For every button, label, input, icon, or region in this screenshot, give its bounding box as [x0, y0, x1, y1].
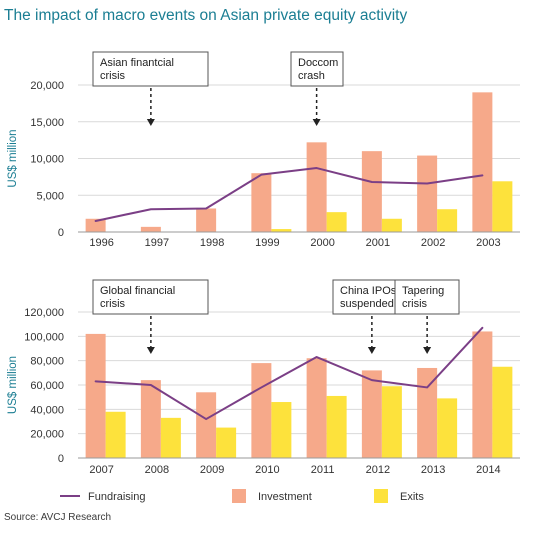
investment-bar — [417, 155, 438, 232]
investment-bar — [306, 358, 327, 458]
y-tick-label: 120,000 — [24, 307, 64, 319]
x-tick-label: 2010 — [255, 464, 279, 476]
x-tick-label: 2007 — [89, 464, 113, 476]
y-tick-label: 20,000 — [30, 429, 64, 441]
exits-bar — [381, 386, 402, 458]
legend-swatch-exits — [374, 489, 388, 503]
annotation-text: crisis — [100, 298, 126, 310]
chart-panel-2: 0 20,000 40,000 60,000 80,000 100,000 120,000 U… — [7, 279, 520, 476]
annotation-text: Asian finantcial — [100, 57, 174, 69]
annotation-box — [92, 279, 209, 315]
annotation-text: China IPOs — [340, 285, 397, 297]
x-tick-label: 1998 — [200, 237, 224, 249]
chart-panel-1: 0 5,000 10,000 15,000 20,000 US$ million 1996 1… — [7, 51, 520, 249]
y-axis-label: US$ million — [7, 356, 19, 414]
investment-bar — [251, 363, 272, 458]
investment-bar — [85, 218, 106, 232]
exits-bar — [492, 181, 513, 232]
investment-bar — [361, 370, 382, 458]
y-tick-label: 60,000 — [30, 380, 64, 392]
x-tick-label: 2001 — [366, 237, 390, 249]
y-tick-label: 0 — [58, 453, 64, 465]
annotation-text: Global financial — [100, 285, 175, 297]
fundraising-line — [94, 326, 484, 421]
exits-bar — [271, 402, 292, 458]
exits-bar — [216, 427, 237, 458]
legend-label-fundraising: Fundraising — [88, 491, 145, 503]
investment-bar — [306, 142, 327, 232]
x-tick-label: 2011 — [311, 464, 335, 476]
annotation-box — [290, 51, 344, 87]
investment-bar — [140, 380, 161, 458]
x-tick-label: 2009 — [200, 464, 224, 476]
annotation-box — [92, 51, 209, 87]
investment-bar — [140, 226, 161, 232]
investment-bar — [472, 92, 493, 232]
annotation-arrow-head — [146, 347, 155, 354]
annotation-text: crisis — [402, 298, 428, 310]
annotation-text: Doccom — [298, 57, 338, 69]
legend-label-investment: Investment — [258, 491, 312, 503]
x-tick-label: 2002 — [421, 237, 445, 249]
x-tick-label: 2000 — [310, 237, 334, 249]
x-tick-label: 2012 — [366, 464, 390, 476]
y-tick-label: 0 — [58, 227, 64, 239]
exits-bar — [437, 398, 458, 458]
x-tick-label: 2013 — [421, 464, 445, 476]
investment-bar — [251, 173, 272, 232]
fundraising-line — [94, 167, 484, 222]
annotation-text: crash — [298, 70, 325, 82]
y-tick-label: 5,000 — [36, 190, 64, 202]
investment-bar — [85, 333, 106, 458]
annotation-arrow-head — [312, 119, 321, 126]
investment-bar — [196, 392, 217, 458]
investment-bar — [196, 208, 217, 232]
annotation-text: Tapering — [402, 285, 444, 297]
y-axis-label: US$ million — [7, 129, 19, 187]
exits-bar — [381, 218, 402, 232]
legend-label-exits: Exits — [400, 491, 424, 503]
page-title: The impact of macro events on Asian priv… — [4, 7, 408, 24]
exits-bar — [160, 417, 181, 458]
exits-bar — [326, 395, 347, 458]
x-tick-label: 1999 — [255, 237, 279, 249]
x-tick-label: 1996 — [89, 237, 113, 249]
exits-bar — [105, 411, 126, 458]
y-tick-label: 10,000 — [30, 154, 64, 166]
annotation-box — [394, 279, 460, 315]
investment-bar — [361, 151, 382, 232]
y-tick-label: 100,000 — [24, 331, 64, 343]
y-tick-label: 15,000 — [30, 117, 64, 129]
y-tick-label: 20,000 — [30, 80, 64, 92]
x-tick-label: 2008 — [145, 464, 169, 476]
annotation-arrow-head — [367, 347, 376, 354]
legend: Fundraising Investment Exits — [60, 489, 424, 503]
y-tick-label: 40,000 — [30, 404, 64, 416]
investment-bar — [472, 331, 493, 458]
annotation-text: suspended — [340, 298, 394, 310]
x-tick-label: 2003 — [476, 237, 500, 249]
x-tick-label: 1997 — [145, 237, 169, 249]
exits-bar — [271, 229, 292, 232]
annotation-arrow-head — [423, 347, 432, 354]
exits-bar — [437, 209, 458, 232]
exits-bar — [492, 366, 513, 458]
annotation-text: crisis — [100, 70, 126, 82]
investment-bar — [417, 367, 438, 458]
exits-bar — [326, 212, 347, 232]
y-tick-label: 80,000 — [30, 356, 64, 368]
annotation-arrow-head — [146, 119, 155, 126]
legend-swatch-investment — [232, 489, 246, 503]
x-tick-label: 2014 — [476, 464, 500, 476]
source-note: Source: AVCJ Research — [4, 512, 112, 523]
